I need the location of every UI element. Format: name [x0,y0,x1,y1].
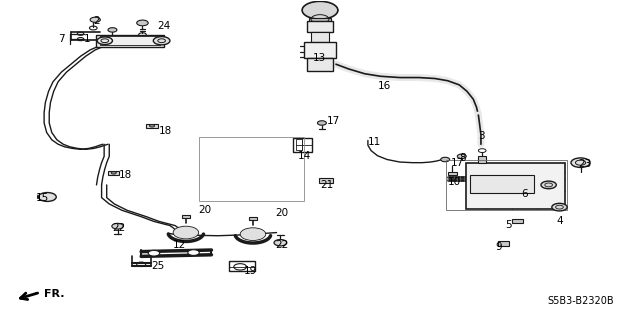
Circle shape [90,17,100,22]
Bar [478,156,486,163]
Circle shape [274,240,287,246]
Text: 4: 4 [556,216,563,226]
Text: 22: 22 [113,223,125,233]
Text: 8: 8 [460,153,466,163]
Circle shape [571,158,590,167]
Bar [446,160,567,210]
Text: 18: 18 [119,170,132,180]
Bar [497,241,509,246]
Text: 1: 1 [84,34,90,44]
Bar [182,215,189,218]
Bar [511,219,523,223]
Circle shape [441,157,450,162]
Text: S5B3-B2320B: S5B3-B2320B [547,296,614,306]
Text: 9: 9 [495,242,502,252]
Text: 15: 15 [36,193,49,203]
Text: 10: 10 [448,177,461,187]
Text: 11: 11 [368,137,381,147]
Text: 17: 17 [451,158,464,168]
Circle shape [154,37,170,45]
Circle shape [302,1,338,19]
Text: 20: 20 [198,205,212,215]
Bar [100,36,161,45]
Bar [147,124,158,128]
Bar [470,175,534,193]
Bar [319,178,333,183]
Circle shape [240,228,266,241]
Text: 14: 14 [298,151,311,161]
Text: 20: 20 [275,209,289,219]
Bar [307,58,333,70]
Bar [308,18,332,21]
Text: 21: 21 [320,180,333,190]
Text: 7: 7 [58,34,65,44]
Bar [307,21,333,33]
Circle shape [38,193,56,201]
Bar [448,172,458,175]
Text: 23: 23 [579,159,592,169]
Text: 24: 24 [157,21,170,31]
Circle shape [150,124,155,127]
Text: 2: 2 [93,16,100,26]
Text: 13: 13 [312,53,326,63]
Circle shape [112,223,124,229]
Circle shape [552,203,567,211]
Text: 16: 16 [378,81,391,92]
Text: 3: 3 [478,131,485,141]
Text: 6: 6 [521,189,528,199]
Bar [97,35,164,47]
Text: 22: 22 [275,240,289,250]
Bar [296,139,302,150]
Circle shape [541,181,556,189]
Text: 5: 5 [505,219,512,230]
Bar [311,33,329,42]
Circle shape [137,20,148,26]
Bar [108,171,120,175]
Text: 12: 12 [173,240,186,250]
Bar [198,137,304,201]
Circle shape [108,28,117,32]
Text: 17: 17 [326,116,340,126]
Text: FR.: FR. [44,289,65,300]
Circle shape [188,250,199,256]
Bar [304,42,336,58]
Circle shape [173,226,198,239]
Text: 25: 25 [151,261,164,271]
Bar [293,138,312,152]
Bar [249,217,257,220]
Circle shape [97,37,113,45]
Circle shape [148,250,160,256]
Bar [229,261,255,271]
Circle shape [458,154,467,159]
Circle shape [111,172,116,174]
Text: 18: 18 [159,126,172,136]
Bar [466,163,564,209]
Text: 19: 19 [243,266,257,276]
Circle shape [317,121,326,125]
